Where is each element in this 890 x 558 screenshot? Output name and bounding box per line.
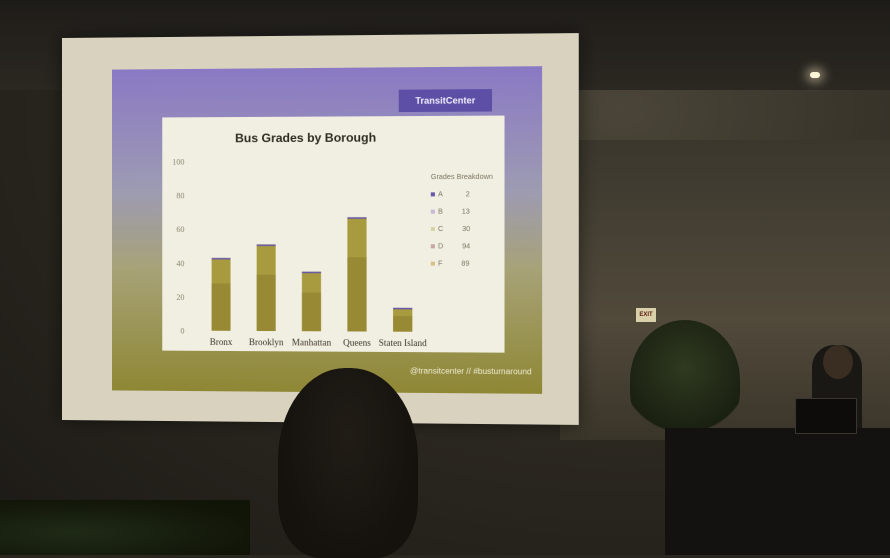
presentation-slide: TransitCenter Bus Grades by Borough 0 20 4… <box>112 66 542 394</box>
bar-top-segment <box>347 217 366 219</box>
bar-segment <box>393 316 412 332</box>
legend-value: 89 <box>442 260 469 269</box>
chart-legend: Grades Breakdown A 2 B 13 C 30 D 94 F 89 <box>431 173 500 277</box>
bar-segment <box>302 293 321 332</box>
bar-top-segment <box>257 244 276 246</box>
bar-top-segment <box>393 308 412 310</box>
legend-value: 13 <box>443 208 470 217</box>
legend-item: C 30 <box>431 225 500 242</box>
x-category-label: Manhattan <box>292 337 332 347</box>
y-tick-label: 40 <box>176 259 184 268</box>
legend-value: 94 <box>443 242 470 251</box>
y-tick-label: 80 <box>176 191 184 200</box>
y-tick-label: 60 <box>176 225 184 234</box>
chart-panel: Bus Grades by Borough 0 20 40 60 80 100 Bronx B… <box>162 116 504 353</box>
legend-swatch-icon <box>431 262 435 266</box>
legend-item: A2 <box>431 190 500 207</box>
legend-item: D 94 <box>431 242 500 259</box>
x-category-label: Staten Island <box>379 338 428 348</box>
bar-top-segment <box>212 258 231 260</box>
ceiling-light <box>810 72 820 78</box>
legend-value: 2 <box>443 190 470 199</box>
brand-logo: TransitCenter <box>399 89 492 112</box>
y-tick-label: 100 <box>172 158 184 167</box>
legend-swatch-icon <box>431 192 435 196</box>
speaker-head <box>823 345 853 379</box>
legend-swatch-icon <box>431 227 435 231</box>
audience-head <box>278 368 418 558</box>
potted-plant <box>630 320 740 440</box>
foreground-plants <box>0 500 250 555</box>
legend-item: F 89 <box>431 260 500 277</box>
x-category-label: Brooklyn <box>249 337 284 347</box>
bar-top-segment <box>302 272 321 274</box>
legend-items: A 2 B 13 C 30 D 94 F 89 <box>431 190 500 277</box>
bar-segment <box>347 257 366 331</box>
y-tick-label: 20 <box>176 293 184 302</box>
legend-swatch-icon <box>431 210 435 214</box>
bar-segment <box>257 275 276 331</box>
laptop <box>795 398 857 434</box>
legend-value: 30 <box>443 225 470 234</box>
exit-sign: EXIT <box>636 308 656 322</box>
x-category-label: Bronx <box>210 337 233 347</box>
legend-title: Grades Breakdown <box>431 173 500 182</box>
bar-segment <box>212 283 231 330</box>
x-category-label: Queens <box>343 337 371 347</box>
projection-screen: TransitCenter Bus Grades by Borough 0 20 4… <box>62 33 579 425</box>
legend-swatch-icon <box>431 244 435 248</box>
y-tick-label: 0 <box>180 327 184 336</box>
legend-item: B 13 <box>431 208 500 225</box>
podium <box>665 428 890 555</box>
